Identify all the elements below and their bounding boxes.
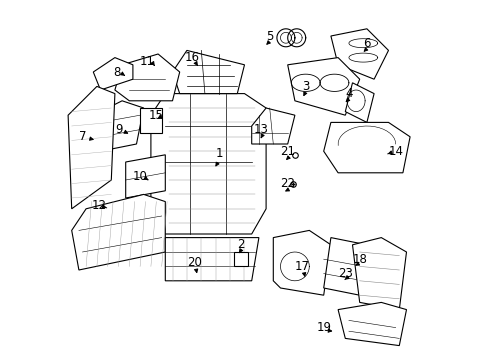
Text: 15: 15 [148, 109, 163, 122]
Text: 21: 21 [280, 145, 295, 158]
Polygon shape [165, 238, 258, 281]
Polygon shape [93, 58, 133, 90]
Text: 7: 7 [79, 130, 86, 143]
Polygon shape [93, 101, 143, 151]
Text: 20: 20 [186, 256, 201, 269]
Text: 8: 8 [113, 66, 120, 78]
Polygon shape [115, 54, 179, 101]
Text: 17: 17 [294, 260, 309, 273]
Polygon shape [151, 94, 265, 234]
Text: 16: 16 [184, 51, 200, 64]
Polygon shape [330, 29, 387, 79]
Text: 19: 19 [316, 321, 330, 334]
Polygon shape [352, 238, 406, 310]
Text: 6: 6 [363, 37, 370, 50]
Text: 23: 23 [337, 267, 352, 280]
Text: 4: 4 [345, 87, 352, 100]
Polygon shape [68, 86, 115, 209]
Text: 3: 3 [302, 80, 309, 93]
Polygon shape [337, 302, 406, 346]
Text: 1: 1 [215, 147, 223, 159]
Polygon shape [233, 252, 247, 266]
Text: 2: 2 [237, 238, 244, 251]
Text: 10: 10 [132, 170, 147, 183]
Text: 11: 11 [140, 55, 155, 68]
Polygon shape [323, 238, 366, 295]
Polygon shape [345, 83, 373, 122]
Polygon shape [287, 58, 359, 115]
Text: 18: 18 [351, 253, 366, 266]
Text: 14: 14 [387, 145, 403, 158]
Text: 12: 12 [91, 199, 106, 212]
Polygon shape [172, 50, 244, 94]
Polygon shape [273, 230, 330, 295]
Polygon shape [323, 122, 409, 173]
Text: 9: 9 [115, 123, 122, 136]
Polygon shape [140, 108, 162, 133]
Polygon shape [72, 194, 165, 270]
Polygon shape [251, 108, 294, 144]
Text: 13: 13 [253, 123, 267, 136]
Polygon shape [125, 155, 165, 198]
Text: 22: 22 [280, 177, 295, 190]
Text: 5: 5 [265, 30, 273, 42]
